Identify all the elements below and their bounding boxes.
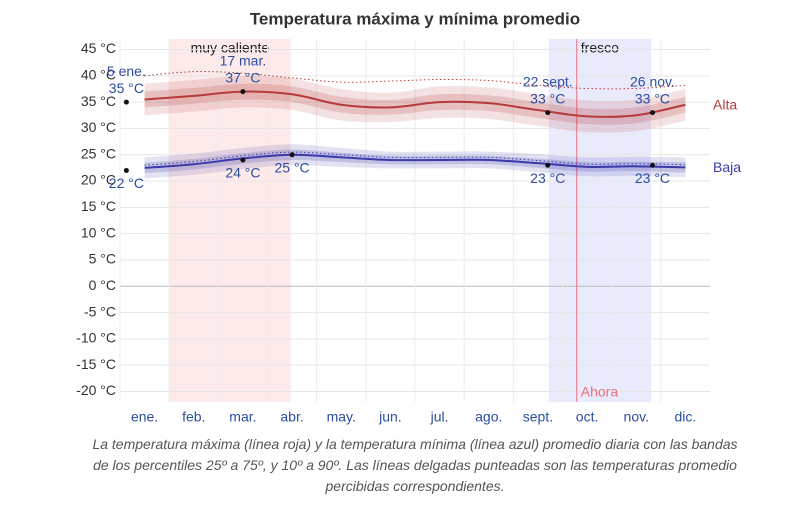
y-tick-label: 5 °C bbox=[89, 251, 116, 267]
y-tick-label: 20 °C bbox=[81, 172, 116, 188]
annotation-value: 25 °C bbox=[274, 159, 309, 175]
chart: Temperatura máxima y mínima promedio muy… bbox=[76, 9, 741, 425]
y-tick-label: 0 °C bbox=[89, 277, 116, 293]
season-label: fresco bbox=[581, 40, 619, 56]
y-tick-label: 25 °C bbox=[81, 145, 116, 161]
x-tick-label: oct. bbox=[576, 409, 599, 425]
chart-title: Temperatura máxima y mínima promedio bbox=[250, 9, 580, 28]
x-tick-label: jul. bbox=[430, 409, 449, 425]
x-tick-label: dic. bbox=[675, 409, 697, 425]
series-line bbox=[144, 153, 686, 169]
caption: La temperatura máxima (línea roja) y la … bbox=[92, 436, 738, 494]
now-label: Ahora bbox=[581, 384, 619, 400]
y-tick-label: -15 °C bbox=[76, 356, 116, 372]
x-tick-label: sept. bbox=[523, 409, 553, 425]
annotation-dot bbox=[649, 110, 655, 116]
annotation-value: 33 °C bbox=[635, 90, 670, 106]
annotation-dot bbox=[289, 152, 295, 158]
series-line bbox=[144, 90, 686, 118]
annotation-value: 23 °C bbox=[635, 170, 670, 186]
annotation-date: 22 sept. bbox=[523, 73, 573, 89]
legend-label: Alta bbox=[713, 96, 737, 112]
y-tick-label: 10 °C bbox=[81, 224, 116, 240]
annotation-dot bbox=[123, 99, 129, 105]
annotation-dot bbox=[123, 168, 129, 174]
annotation-value: 24 °C bbox=[225, 165, 260, 181]
x-tick-label: nov. bbox=[624, 409, 649, 425]
x-tick-label: feb. bbox=[182, 409, 205, 425]
season-region bbox=[548, 39, 651, 402]
y-tick-label: 35 °C bbox=[81, 93, 116, 109]
legend-label: Baja bbox=[713, 159, 741, 175]
y-tick-label: -10 °C bbox=[76, 330, 116, 346]
annotation-date: 17 mar. bbox=[220, 52, 267, 68]
annotation-dot bbox=[545, 110, 551, 116]
x-tick-label: jun. bbox=[378, 409, 402, 425]
season-label: muy caliente bbox=[191, 40, 270, 56]
x-tick-label: ago. bbox=[475, 409, 502, 425]
annotation-dot bbox=[240, 157, 246, 163]
y-tick-label: 15 °C bbox=[81, 198, 116, 214]
annotation-value: 35 °C bbox=[109, 80, 144, 96]
annotation-dot bbox=[240, 89, 246, 95]
annotation-value: 33 °C bbox=[530, 90, 565, 106]
y-tick-label: -5 °C bbox=[84, 303, 116, 319]
annotation-value: 23 °C bbox=[530, 170, 565, 186]
x-tick-label: abr. bbox=[280, 409, 303, 425]
annotation-dot bbox=[649, 162, 655, 168]
percentile-band bbox=[144, 144, 686, 179]
y-tick-label: 40 °C bbox=[81, 67, 116, 83]
x-tick-label: may. bbox=[327, 409, 356, 425]
x-tick-label: ene. bbox=[131, 409, 158, 425]
annotation-value: 22 °C bbox=[109, 175, 144, 191]
x-tick-label: mar. bbox=[229, 409, 256, 425]
y-tick-label: 30 °C bbox=[81, 119, 116, 135]
annotation-date: 5 ene. bbox=[107, 63, 146, 79]
annotation-value: 37 °C bbox=[225, 69, 260, 85]
annotation-dot bbox=[545, 162, 551, 168]
y-tick-label: 45 °C bbox=[81, 40, 116, 56]
season-region bbox=[169, 39, 291, 402]
y-tick-label: -20 °C bbox=[76, 382, 116, 398]
annotation-date: 26 nov. bbox=[630, 73, 675, 89]
